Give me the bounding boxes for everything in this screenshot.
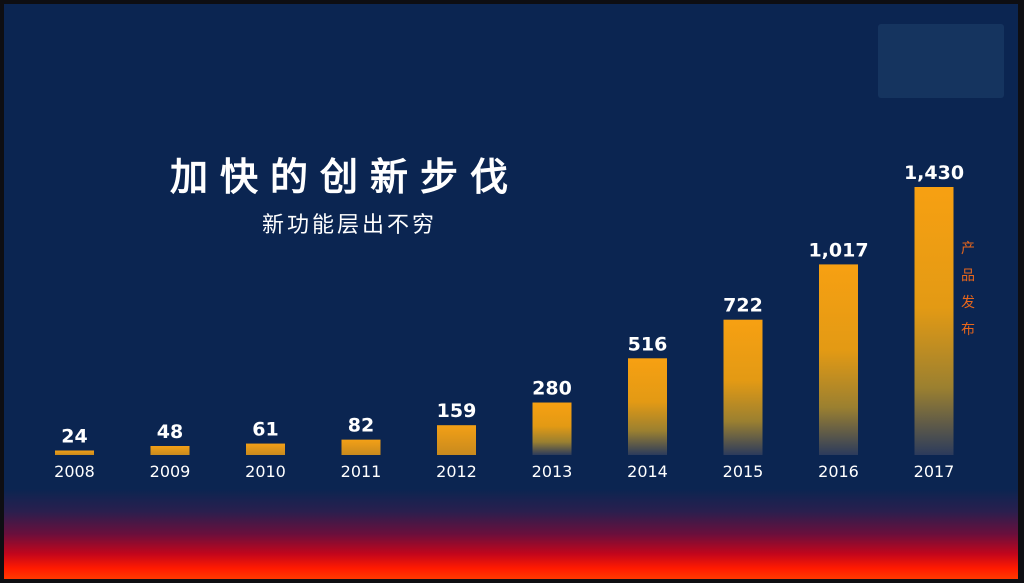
bar-2014 [628,358,667,455]
value-label-2009: 48 [157,421,183,443]
bar-2008 [55,450,94,455]
x-tick-label-2015: 2015 [723,462,764,481]
bar-2010 [246,443,285,455]
slide: 加快的创新步伐 新功能层出不穷 产品发布 24 2008 48 2009 61 2010 8… [4,4,1018,579]
bars-group: 24 2008 48 2009 61 2010 82 2011 159 2012 280 2013 51… [54,162,964,481]
logo-placeholder [878,24,1004,98]
bar-2013 [532,402,572,455]
bar-2012 [437,425,476,455]
x-tick-label-2008: 2008 [54,462,95,481]
x-tick-label-2010: 2010 [245,462,286,481]
value-label-2012: 159 [437,400,477,422]
value-label-2011: 82 [348,415,374,437]
value-label-2010: 61 [252,419,278,441]
x-tick-label-2013: 2013 [532,462,573,481]
x-tick-label-2011: 2011 [341,462,382,481]
value-label-2017: 1,430 [904,162,964,184]
value-label-2008: 24 [61,426,87,448]
x-tick-label-2014: 2014 [627,462,668,481]
chart-title: 加快的创新步伐 [170,155,521,199]
x-tick-label-2012: 2012 [436,462,477,481]
x-tick-label-2009: 2009 [150,462,191,481]
value-label-2016: 1,017 [808,239,868,261]
x-tick-label-2017: 2017 [914,462,955,481]
value-label-2013: 280 [532,378,572,400]
chart-subtitle: 新功能层出不穷 [262,213,438,238]
bar-chart: 24 2008 48 2009 61 2010 82 2011 159 2012 280 2013 51… [54,162,964,481]
bar-2011 [341,439,381,455]
x-tick-label-2016: 2016 [818,462,859,481]
bar-2016 [819,264,858,455]
bar-2009 [150,446,190,455]
y-axis-label: 产品发布 [961,241,975,338]
bar-2017 [914,187,954,455]
bar-2015 [723,319,763,455]
bottom-glow-decoration [4,489,1018,579]
value-label-2014: 516 [628,333,668,355]
value-label-2015: 722 [723,295,763,317]
